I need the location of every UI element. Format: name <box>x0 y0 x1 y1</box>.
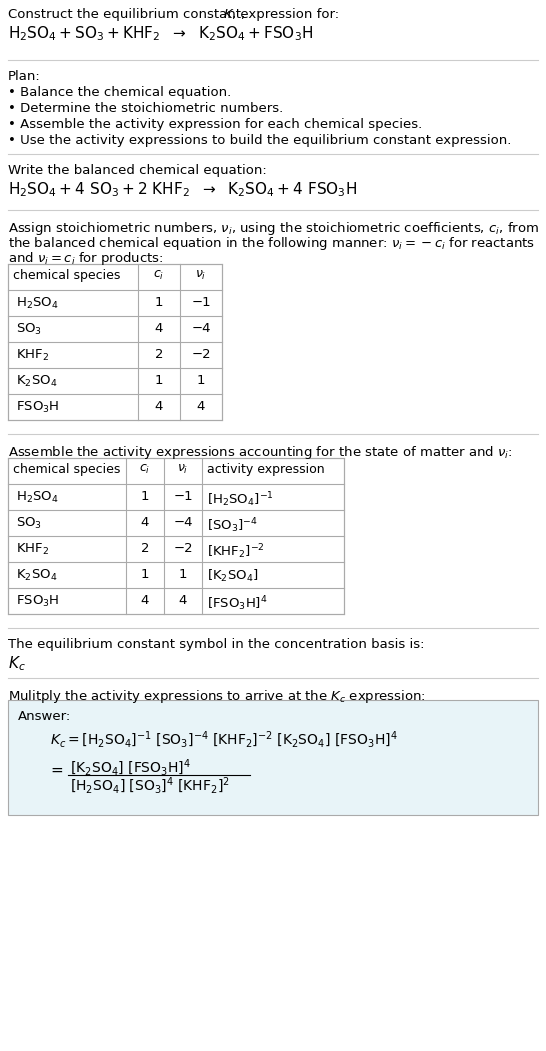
Text: $\mathdefault{H_2SO_4}$: $\mathdefault{H_2SO_4}$ <box>16 490 58 506</box>
Text: Assign stoichiometric numbers, $\nu_i$, using the stoichiometric coefficients, $: Assign stoichiometric numbers, $\nu_i$, … <box>8 220 539 236</box>
Text: $c_i$: $c_i$ <box>139 463 151 476</box>
Text: −2: −2 <box>173 542 193 555</box>
Text: $[\mathdefault{FSO_3H}]^{4}$: $[\mathdefault{FSO_3H}]^{4}$ <box>207 594 268 613</box>
Text: 2: 2 <box>141 542 149 555</box>
Text: the balanced chemical equation in the following manner: $\nu_i = -c_i$ for react: the balanced chemical equation in the fo… <box>8 235 535 252</box>
Text: , expression for:: , expression for: <box>232 8 339 21</box>
Text: $\nu_i$: $\nu_i$ <box>195 269 207 282</box>
Text: $[\mathdefault{K_2SO_4}]\ [\mathdefault{FSO_3H}]^4$: $[\mathdefault{K_2SO_4}]\ [\mathdefault{… <box>70 758 191 779</box>
Text: • Use the activity expressions to build the equilibrium constant expression.: • Use the activity expressions to build … <box>8 133 512 147</box>
Text: $K_c$: $K_c$ <box>8 654 26 673</box>
Text: 1: 1 <box>141 490 149 503</box>
Text: 4: 4 <box>179 594 187 607</box>
Text: chemical species: chemical species <box>13 463 120 476</box>
Text: Answer:: Answer: <box>18 710 71 723</box>
Text: 1: 1 <box>179 568 187 581</box>
Text: chemical species: chemical species <box>13 269 120 282</box>
Text: Write the balanced chemical equation:: Write the balanced chemical equation: <box>8 164 267 177</box>
Bar <box>8 458 344 614</box>
Text: $K_c = [\mathdefault{H_2SO_4}]^{-1}\ [\mathdefault{SO_3}]^{-4}\ [\mathdefault{KH: $K_c = [\mathdefault{H_2SO_4}]^{-1}\ [\m… <box>50 730 397 750</box>
Text: Construct the equilibrium constant,: Construct the equilibrium constant, <box>8 8 250 21</box>
Text: 2: 2 <box>155 348 163 360</box>
Text: −2: −2 <box>191 348 211 360</box>
Text: $\mathdefault{H_2SO_4}$: $\mathdefault{H_2SO_4}$ <box>16 296 58 311</box>
Text: 4: 4 <box>141 594 149 607</box>
Text: 4: 4 <box>155 322 163 335</box>
Text: $[\mathdefault{KHF_2}]^{-2}$: $[\mathdefault{KHF_2}]^{-2}$ <box>207 542 265 560</box>
Text: −1: −1 <box>191 296 211 309</box>
Text: $\mathdefault{K_2SO_4}$: $\mathdefault{K_2SO_4}$ <box>16 568 57 583</box>
Text: $[\mathdefault{K_2SO_4}]$: $[\mathdefault{K_2SO_4}]$ <box>207 568 259 584</box>
Text: −4: −4 <box>191 322 211 335</box>
Text: −4: −4 <box>173 516 193 529</box>
Text: $\mathdefault{SO_3}$: $\mathdefault{SO_3}$ <box>16 516 42 531</box>
Text: 4: 4 <box>197 400 205 413</box>
Text: The equilibrium constant symbol in the concentration basis is:: The equilibrium constant symbol in the c… <box>8 638 424 651</box>
Text: $[\mathdefault{SO_3}]^{-4}$: $[\mathdefault{SO_3}]^{-4}$ <box>207 516 258 535</box>
Text: =: = <box>50 762 63 778</box>
Text: $\mathdefault{KHF_2}$: $\mathdefault{KHF_2}$ <box>16 348 49 363</box>
Text: Assemble the activity expressions accounting for the state of matter and $\nu_i$: Assemble the activity expressions accoun… <box>8 444 513 461</box>
Text: 1: 1 <box>155 296 163 309</box>
Bar <box>8 700 538 815</box>
Text: • Determine the stoichiometric numbers.: • Determine the stoichiometric numbers. <box>8 102 283 115</box>
Text: −1: −1 <box>173 490 193 503</box>
Text: $[\mathdefault{H_2SO_4}]\ [\mathdefault{SO_3}]^4\ [\mathdefault{KHF_2}]^2$: $[\mathdefault{H_2SO_4}]\ [\mathdefault{… <box>70 776 230 797</box>
Text: 1: 1 <box>155 374 163 387</box>
Text: Plan:: Plan: <box>8 70 41 83</box>
Text: $\mathdefault{FSO_3H}$: $\mathdefault{FSO_3H}$ <box>16 594 60 610</box>
Text: 4: 4 <box>141 516 149 529</box>
Text: $\mathdefault{H_2SO_4 + 4\ SO_3 + 2\ KHF_2}$  $\rightarrow$  $\mathdefault{K_2SO: $\mathdefault{H_2SO_4 + 4\ SO_3 + 2\ KHF… <box>8 180 357 199</box>
Text: 1: 1 <box>197 374 205 387</box>
Text: $\mathdefault{KHF_2}$: $\mathdefault{KHF_2}$ <box>16 542 49 557</box>
Text: $\mathdefault{SO_3}$: $\mathdefault{SO_3}$ <box>16 322 42 337</box>
Text: 4: 4 <box>155 400 163 413</box>
Text: and $\nu_i = c_i$ for products:: and $\nu_i = c_i$ for products: <box>8 250 164 267</box>
Text: activity expression: activity expression <box>207 463 325 476</box>
Text: $[\mathdefault{H_2SO_4}]^{-1}$: $[\mathdefault{H_2SO_4}]^{-1}$ <box>207 490 274 509</box>
Text: $\nu_i$: $\nu_i$ <box>177 463 189 476</box>
Text: $\mathdefault{K_2SO_4}$: $\mathdefault{K_2SO_4}$ <box>16 374 57 389</box>
Text: $\mathdefault{H_2SO_4 + SO_3 + KHF_2}$  $\rightarrow$  $\mathdefault{K_2SO_4 + F: $\mathdefault{H_2SO_4 + SO_3 + KHF_2}$ $… <box>8 24 313 43</box>
Text: Mulitply the activity expressions to arrive at the $K_c$ expression:: Mulitply the activity expressions to arr… <box>8 688 426 705</box>
Text: K: K <box>224 8 233 21</box>
Text: $c_i$: $c_i$ <box>153 269 165 282</box>
Text: 1: 1 <box>141 568 149 581</box>
Text: • Assemble the activity expression for each chemical species.: • Assemble the activity expression for e… <box>8 118 422 131</box>
Text: • Balance the chemical equation.: • Balance the chemical equation. <box>8 86 232 99</box>
Text: $\mathdefault{FSO_3H}$: $\mathdefault{FSO_3H}$ <box>16 400 60 415</box>
Bar <box>8 264 222 420</box>
